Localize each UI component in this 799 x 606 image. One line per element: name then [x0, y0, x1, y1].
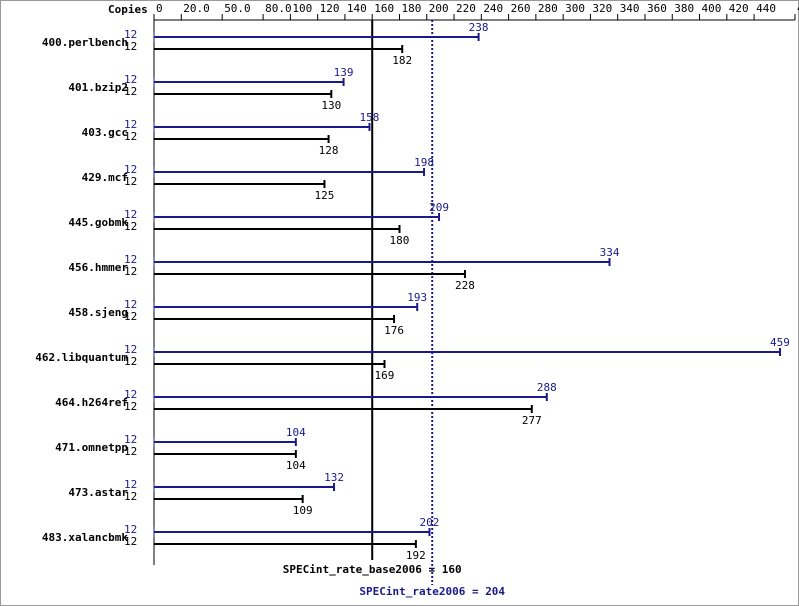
- value-label: 209: [429, 201, 449, 214]
- copies-label: 12: [124, 400, 137, 413]
- x-tick-label: 420: [729, 2, 749, 15]
- category-label: 429.mcf: [82, 171, 128, 184]
- copies-label: 12: [124, 163, 137, 176]
- copies-label: 12: [124, 310, 137, 323]
- copies-label: 12: [124, 73, 137, 86]
- copies-label: 12: [124, 490, 137, 503]
- copies-label: 12: [124, 118, 137, 131]
- category-label: 403.gcc: [82, 126, 128, 139]
- value-label: 192: [406, 549, 426, 562]
- category-label: 462.libquantum: [35, 351, 128, 364]
- copies-label: 12: [124, 175, 137, 188]
- copies-label: 12: [124, 523, 137, 536]
- copies-label: 12: [124, 535, 137, 548]
- x-tick-label: 100: [292, 2, 312, 15]
- x-tick-label: 470: [797, 2, 799, 15]
- category-label: 464.h264ref: [55, 396, 128, 409]
- x-tick-label: 140: [347, 2, 367, 15]
- x-tick-label: 220: [456, 2, 476, 15]
- category-label: 456.hmmer: [68, 261, 128, 274]
- copies-label: 12: [124, 388, 137, 401]
- category-label: 473.astar: [68, 486, 128, 499]
- copies-label: 12: [124, 40, 137, 53]
- value-label: 139: [334, 66, 354, 79]
- x-tick-label: 300: [565, 2, 585, 15]
- value-label: 277: [522, 414, 542, 427]
- value-label: 238: [469, 21, 489, 34]
- category-label: 458.sjeng: [68, 306, 128, 319]
- x-tick-label: 80.0: [265, 2, 292, 15]
- copies-label: 12: [124, 85, 137, 98]
- value-label: 104: [286, 426, 306, 439]
- reference-label: SPECint_rate_base2006 = 160: [283, 563, 462, 576]
- copies-label: 12: [124, 253, 137, 266]
- value-label: 288: [537, 381, 557, 394]
- copies-label: 12: [124, 343, 137, 356]
- copies-label: 12: [124, 220, 137, 233]
- copies-label: 12: [124, 355, 137, 368]
- category-label: 483.xalancbmk: [42, 531, 128, 544]
- value-label: 125: [315, 189, 335, 202]
- x-tick-label: 440: [756, 2, 776, 15]
- category-label: 445.gobmk: [68, 216, 128, 229]
- x-tick-label: 200: [429, 2, 449, 15]
- category-label: 400.perlbench: [42, 36, 128, 49]
- value-label: 158: [360, 111, 380, 124]
- copies-label: 12: [124, 265, 137, 278]
- copies-label: 12: [124, 433, 137, 446]
- category-label: 401.bzip2: [68, 81, 128, 94]
- x-tick-label: 400: [702, 2, 722, 15]
- value-label: 180: [390, 234, 410, 247]
- value-label: 176: [384, 324, 404, 337]
- value-label: 169: [375, 369, 395, 382]
- x-tick-label: 360: [647, 2, 667, 15]
- copies-label: 12: [124, 445, 137, 458]
- x-tick-label: 280: [538, 2, 558, 15]
- value-label: 182: [392, 54, 412, 67]
- copies-label: 12: [124, 28, 137, 41]
- x-tick-label: 340: [620, 2, 640, 15]
- copies-label: 12: [124, 478, 137, 491]
- value-label: 202: [420, 516, 440, 529]
- x-tick-label: 120: [320, 2, 340, 15]
- value-label: 459: [770, 336, 790, 349]
- value-label: 334: [600, 246, 620, 259]
- value-label: 104: [286, 459, 306, 472]
- value-label: 128: [319, 144, 339, 157]
- value-label: 132: [324, 471, 344, 484]
- copies-label: 12: [124, 130, 137, 143]
- x-tick-label: 260: [511, 2, 531, 15]
- copies-label: 12: [124, 298, 137, 311]
- x-tick-label: 20.0: [183, 2, 210, 15]
- x-tick-label: 180: [401, 2, 421, 15]
- x-tick-label: 0: [156, 2, 163, 15]
- value-label: 228: [455, 279, 475, 292]
- x-tick-label: 320: [592, 2, 612, 15]
- x-tick-label: 50.0: [224, 2, 251, 15]
- reference-label: SPECint_rate2006 = 204: [359, 585, 505, 598]
- x-tick-label: 240: [483, 2, 503, 15]
- x-tick-label: 380: [674, 2, 694, 15]
- x-tick-label: 160: [374, 2, 394, 15]
- value-label: 193: [407, 291, 427, 304]
- value-label: 198: [414, 156, 434, 169]
- copies-label: 12: [124, 208, 137, 221]
- category-label: 471.omnetpp: [55, 441, 128, 454]
- value-label: 109: [293, 504, 313, 517]
- copies-header: Copies: [108, 3, 148, 16]
- value-label: 130: [321, 99, 341, 112]
